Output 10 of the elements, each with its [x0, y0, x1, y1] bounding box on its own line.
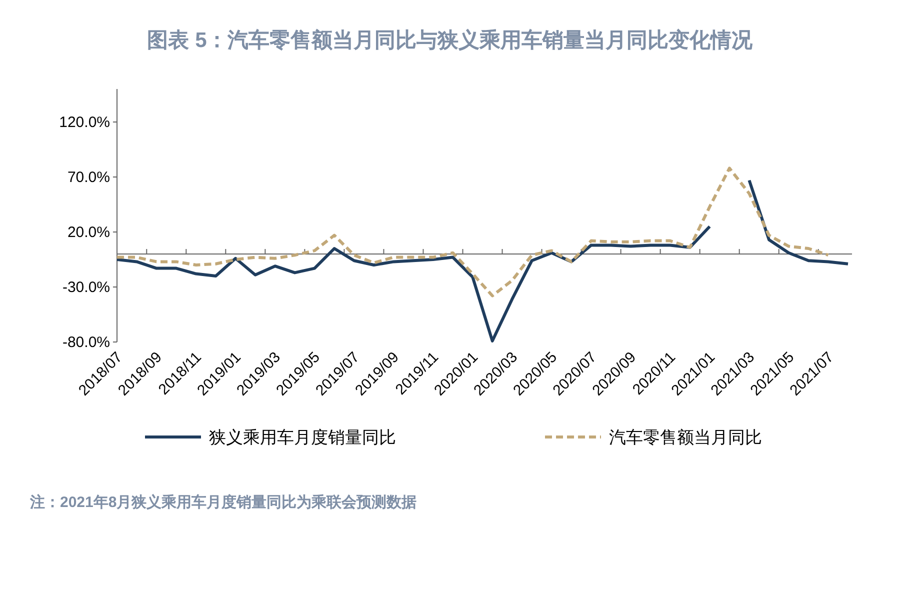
y-tick-label: -80.0%: [62, 334, 110, 351]
y-tick-label: 70.0%: [67, 168, 110, 186]
line-series: [116, 166, 830, 298]
legend-label: 狭义乘用车月度销量同比: [209, 428, 396, 447]
y-tick-label: 20.0%: [67, 224, 110, 241]
y-tick-label: -30.0%: [62, 278, 110, 296]
text: 注：2021年8月狭义乘用车月度销量同比为乘联会预测数据: [29, 493, 417, 511]
legend-label: 汽车零售额当月同比: [609, 428, 762, 447]
chart-title: 图表 5：汽车零售额当月同比与狭义乘用车销量当月同比变化情况: [147, 28, 754, 52]
y-tick-label: 120.0%: [59, 114, 110, 131]
